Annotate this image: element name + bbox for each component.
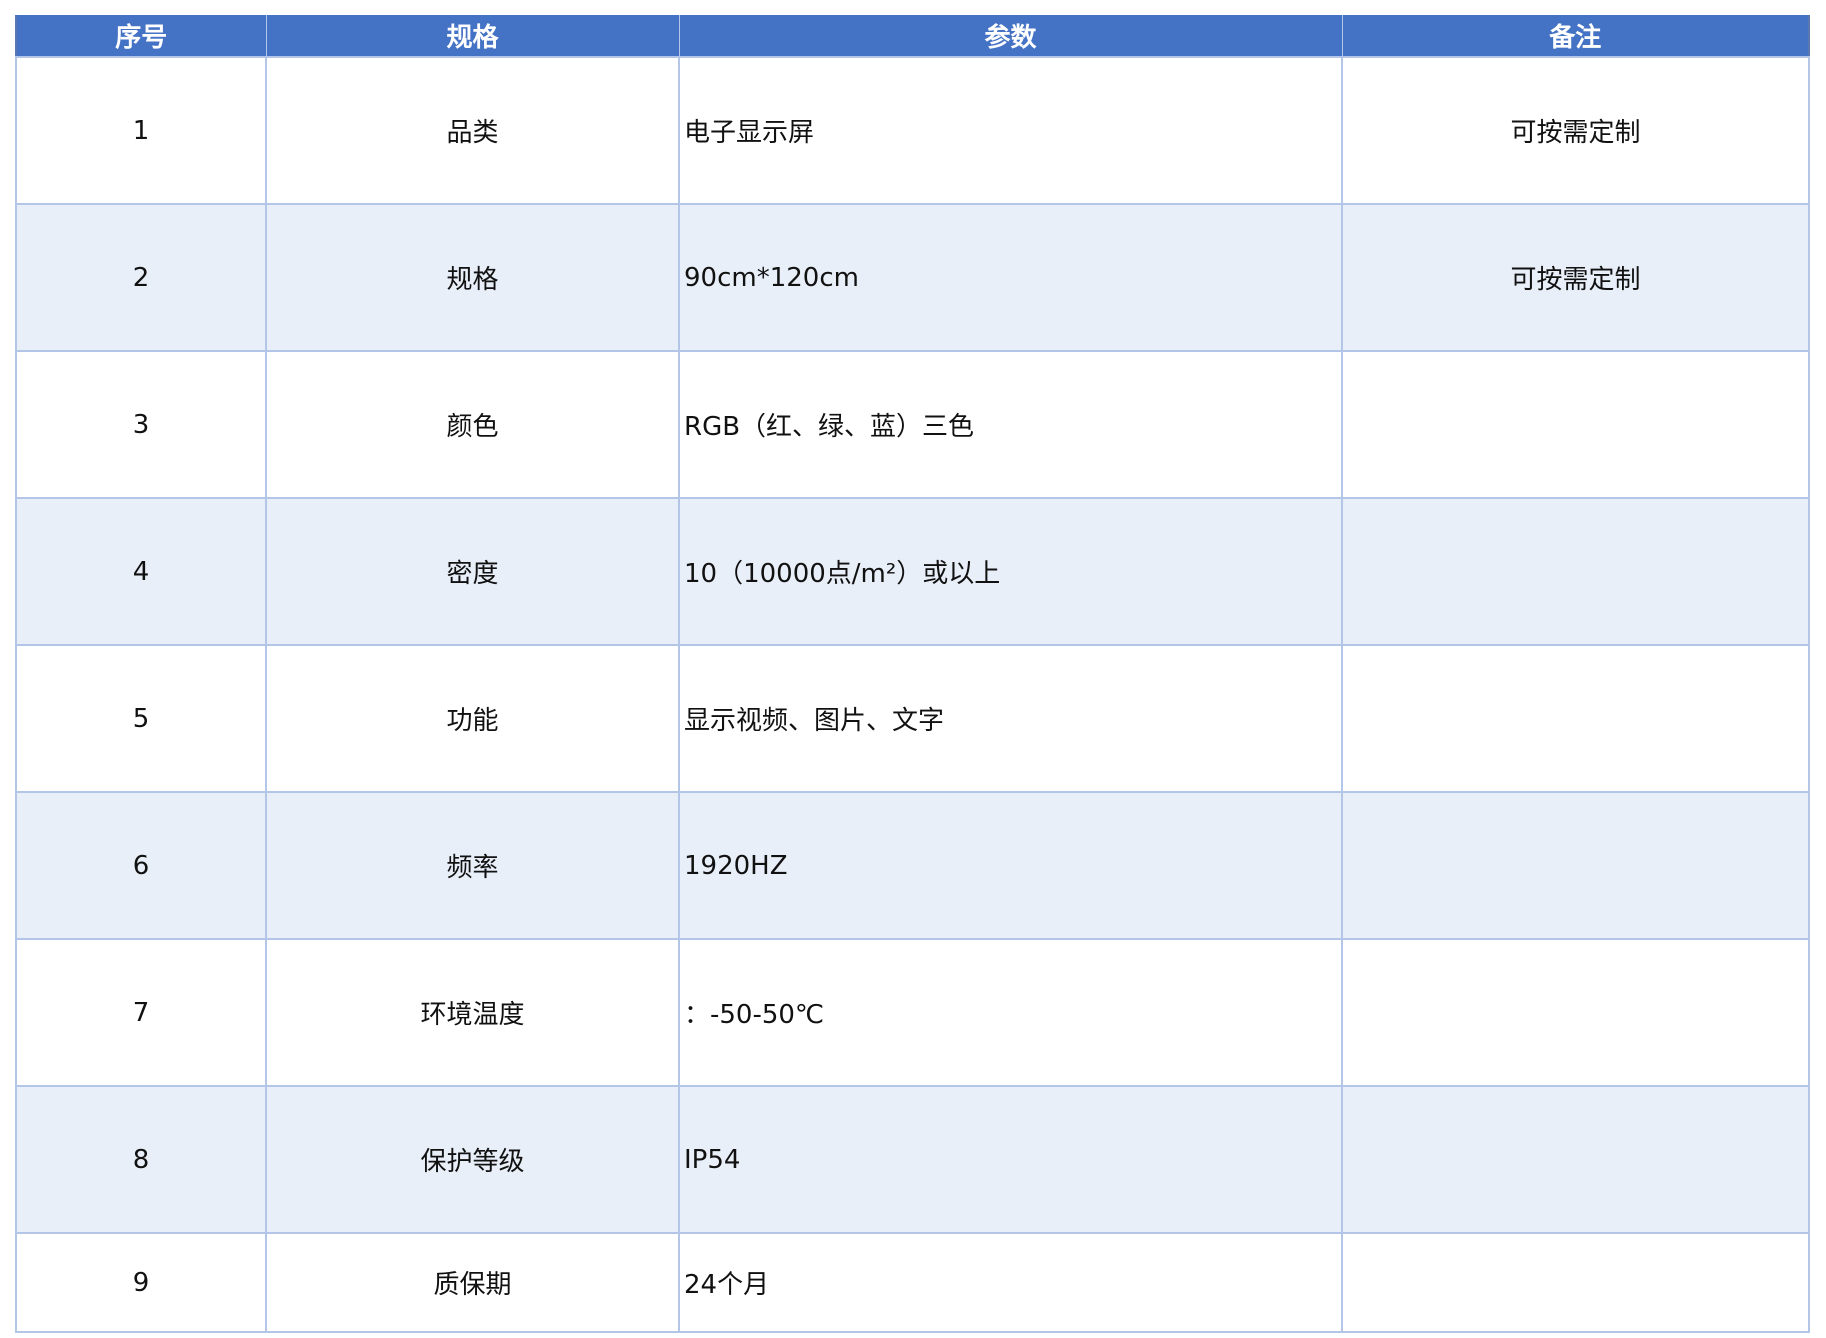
cell-spec: 品类	[265, 56, 680, 205]
header-note: 备注	[1341, 15, 1810, 57]
cell-no: 3	[15, 350, 267, 499]
cell-no: 6	[15, 791, 267, 940]
cell-note: 可按需定制	[1341, 203, 1810, 352]
cell-param: 电子显示屏	[678, 56, 1343, 205]
cell-note	[1341, 1232, 1810, 1333]
header-param: 参数	[678, 15, 1343, 57]
cell-note	[1341, 938, 1810, 1087]
cell-note	[1341, 791, 1810, 940]
cell-param: ：-50-50℃	[678, 938, 1343, 1087]
cell-spec: 密度	[265, 497, 680, 646]
cell-param: 90cm*120cm	[678, 203, 1343, 352]
cell-spec: 环境温度	[265, 938, 680, 1087]
cell-param: 24个月	[678, 1232, 1343, 1333]
cell-param: 显示视频、图片、文字	[678, 644, 1343, 793]
cell-spec: 保护等级	[265, 1085, 680, 1234]
cell-no: 1	[15, 56, 267, 205]
cell-no: 2	[15, 203, 267, 352]
cell-param: RGB（红、绿、蓝）三色	[678, 350, 1343, 499]
cell-no: 9	[15, 1232, 267, 1333]
cell-note	[1341, 1085, 1810, 1234]
header-row: 序号 规格 参数 备注	[15, 15, 1810, 57]
cell-note: 可按需定制	[1341, 56, 1810, 205]
cell-note	[1341, 644, 1810, 793]
cell-param: 1920HZ	[678, 791, 1343, 940]
table-row: 4 密度 10（10000点/m²）或以上	[15, 497, 1810, 646]
cell-note	[1341, 497, 1810, 646]
cell-spec: 频率	[265, 791, 680, 940]
cell-param: 10（10000点/m²）或以上	[678, 497, 1343, 646]
table-row: 8 保护等级 IP54	[15, 1085, 1810, 1234]
cell-note	[1341, 350, 1810, 499]
table-row: 6 频率 1920HZ	[15, 791, 1810, 940]
cell-no: 7	[15, 938, 267, 1087]
spec-table: 序号 规格 参数 备注 1 品类 电子显示屏 可按需定制 2 规格 90cm*120cm 可按…	[15, 15, 1810, 1333]
cell-no: 4	[15, 497, 267, 646]
cell-no: 8	[15, 1085, 267, 1234]
table-row: 9 质保期 24个月	[15, 1232, 1810, 1333]
header-spec: 规格	[265, 15, 680, 57]
cell-spec: 功能	[265, 644, 680, 793]
table-row: 3 颜色 RGB（红、绿、蓝）三色	[15, 350, 1810, 499]
cell-spec: 规格	[265, 203, 680, 352]
cell-spec: 质保期	[265, 1232, 680, 1333]
table-row: 1 品类 电子显示屏 可按需定制	[15, 56, 1810, 205]
table-row: 2 规格 90cm*120cm 可按需定制	[15, 203, 1810, 352]
table-row: 7 环境温度 ：-50-50℃	[15, 938, 1810, 1087]
header-no: 序号	[15, 15, 267, 57]
cell-spec: 颜色	[265, 350, 680, 499]
cell-param: IP54	[678, 1085, 1343, 1234]
cell-no: 5	[15, 644, 267, 793]
table-row: 5 功能 显示视频、图片、文字	[15, 644, 1810, 793]
